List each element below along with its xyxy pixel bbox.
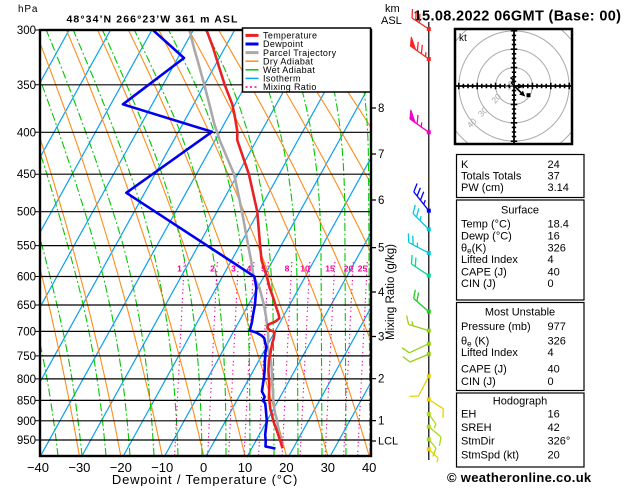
svg-text:CIN (J): CIN (J) bbox=[461, 376, 496, 388]
svg-text:800: 800 bbox=[17, 374, 36, 386]
svg-text:−20: −20 bbox=[110, 460, 132, 475]
svg-text:LCL: LCL bbox=[378, 436, 398, 448]
svg-text:Hodograph: Hodograph bbox=[493, 396, 547, 408]
svg-text:15: 15 bbox=[325, 264, 335, 274]
svg-text:Wet Adiabat: Wet Adiabat bbox=[263, 65, 315, 75]
svg-text:Dewpoint: Dewpoint bbox=[263, 39, 303, 49]
svg-text:4: 4 bbox=[247, 264, 252, 274]
svg-text:4: 4 bbox=[548, 254, 554, 266]
svg-text:4: 4 bbox=[548, 347, 554, 359]
svg-text:EH: EH bbox=[461, 408, 476, 420]
svg-text:326: 326 bbox=[548, 336, 566, 348]
svg-text:18.4: 18.4 bbox=[548, 219, 569, 231]
svg-text:900: 900 bbox=[17, 416, 36, 428]
svg-text:Parcel Trajectory: Parcel Trajectory bbox=[263, 48, 337, 58]
svg-text:θe (K): θe (K) bbox=[461, 336, 489, 349]
svg-text:850: 850 bbox=[17, 395, 36, 407]
svg-text:θe(K): θe(K) bbox=[461, 243, 486, 256]
svg-text:0: 0 bbox=[548, 278, 554, 290]
svg-text:30: 30 bbox=[476, 105, 490, 119]
svg-text:40: 40 bbox=[362, 460, 376, 475]
svg-text:326°: 326° bbox=[548, 435, 571, 447]
svg-text:40: 40 bbox=[548, 363, 560, 375]
svg-text:Mixing Ratio (g/kg): Mixing Ratio (g/kg) bbox=[385, 244, 397, 340]
svg-text:40: 40 bbox=[548, 266, 560, 278]
svg-text:16: 16 bbox=[548, 408, 560, 420]
svg-text:0: 0 bbox=[200, 460, 207, 475]
svg-text:24: 24 bbox=[548, 159, 560, 171]
svg-text:K: K bbox=[461, 159, 469, 171]
svg-text:37: 37 bbox=[548, 171, 560, 183]
svg-text:350: 350 bbox=[17, 80, 36, 92]
svg-text:Dry Adiabat: Dry Adiabat bbox=[263, 56, 314, 66]
svg-text:750: 750 bbox=[17, 351, 36, 363]
svg-text:20: 20 bbox=[548, 450, 560, 462]
svg-text:Temperature: Temperature bbox=[263, 31, 317, 41]
svg-text:600: 600 bbox=[17, 272, 36, 284]
svg-text:−10: −10 bbox=[151, 460, 173, 475]
svg-text:3: 3 bbox=[231, 264, 236, 274]
svg-text:0: 0 bbox=[548, 376, 554, 388]
svg-text:hPa: hPa bbox=[18, 4, 38, 15]
svg-text:42: 42 bbox=[548, 422, 560, 434]
svg-text:kt: kt bbox=[459, 33, 467, 44]
svg-text:326: 326 bbox=[548, 243, 566, 255]
svg-text:© weatheronline.co.uk: © weatheronline.co.uk bbox=[447, 470, 592, 485]
svg-text:7: 7 bbox=[378, 149, 384, 161]
svg-text:1: 1 bbox=[378, 416, 384, 428]
svg-text:Pressure (mb): Pressure (mb) bbox=[461, 321, 531, 333]
svg-text:20: 20 bbox=[279, 460, 293, 475]
svg-text:977: 977 bbox=[548, 321, 566, 333]
svg-text:Lifted Index: Lifted Index bbox=[461, 254, 518, 266]
svg-text:300: 300 bbox=[17, 25, 36, 37]
svg-text:500: 500 bbox=[17, 207, 36, 219]
svg-text:Totals Totals: Totals Totals bbox=[461, 171, 522, 183]
svg-text:8: 8 bbox=[378, 103, 384, 115]
svg-text:10: 10 bbox=[300, 264, 310, 274]
svg-text:ASL: ASL bbox=[381, 15, 402, 27]
svg-text:−40: −40 bbox=[27, 460, 49, 475]
svg-text:SREH: SREH bbox=[461, 422, 492, 434]
svg-text:3.14: 3.14 bbox=[548, 182, 569, 194]
svg-text:CAPE (J): CAPE (J) bbox=[461, 363, 507, 375]
svg-text:20: 20 bbox=[489, 91, 503, 105]
svg-text:Dewpoint / Temperature (°C): Dewpoint / Temperature (°C) bbox=[112, 472, 298, 486]
svg-text:48°34’N 266°23’W 361 m ASL: 48°34’N 266°23’W 361 m ASL bbox=[66, 14, 238, 26]
svg-text:CAPE (J): CAPE (J) bbox=[461, 266, 507, 278]
svg-text:1: 1 bbox=[177, 264, 182, 274]
svg-text:Isotherm: Isotherm bbox=[263, 74, 301, 84]
svg-text:Dewp (°C): Dewp (°C) bbox=[461, 231, 512, 243]
svg-text:PW (cm): PW (cm) bbox=[461, 182, 504, 194]
svg-text:Lifted Index: Lifted Index bbox=[461, 347, 518, 359]
svg-text:Surface: Surface bbox=[501, 205, 539, 217]
svg-text:Most Unstable: Most Unstable bbox=[485, 307, 555, 319]
svg-text:4: 4 bbox=[378, 287, 385, 299]
svg-text:450: 450 bbox=[17, 169, 36, 181]
svg-text:3: 3 bbox=[378, 332, 384, 344]
svg-text:20: 20 bbox=[344, 264, 354, 274]
svg-text:5: 5 bbox=[378, 243, 384, 255]
svg-text:700: 700 bbox=[17, 326, 36, 338]
svg-text:550: 550 bbox=[17, 241, 36, 253]
svg-text:km: km bbox=[385, 3, 400, 15]
svg-text:25: 25 bbox=[358, 264, 368, 274]
svg-text:6: 6 bbox=[378, 195, 384, 207]
svg-text:650: 650 bbox=[17, 300, 36, 312]
svg-text:2: 2 bbox=[378, 374, 384, 386]
svg-text:30: 30 bbox=[321, 460, 335, 475]
svg-text:400: 400 bbox=[17, 127, 36, 139]
svg-text:CIN (J): CIN (J) bbox=[461, 278, 496, 290]
svg-text:Mixing Ratio: Mixing Ratio bbox=[263, 82, 317, 92]
svg-text:2: 2 bbox=[210, 264, 215, 274]
svg-text:40: 40 bbox=[465, 116, 479, 130]
svg-text:10: 10 bbox=[238, 460, 252, 475]
svg-text:950: 950 bbox=[17, 435, 36, 447]
svg-text:StmSpd (kt): StmSpd (kt) bbox=[461, 450, 519, 462]
svg-text:StmDir: StmDir bbox=[461, 435, 495, 447]
svg-text:8: 8 bbox=[285, 264, 290, 274]
svg-text:−30: −30 bbox=[68, 460, 90, 475]
svg-text:16: 16 bbox=[548, 231, 560, 243]
svg-text:Temp (°C): Temp (°C) bbox=[461, 219, 511, 231]
svg-text:15.08.2022 06GMT (Base: 00): 15.08.2022 06GMT (Base: 00) bbox=[414, 9, 622, 25]
